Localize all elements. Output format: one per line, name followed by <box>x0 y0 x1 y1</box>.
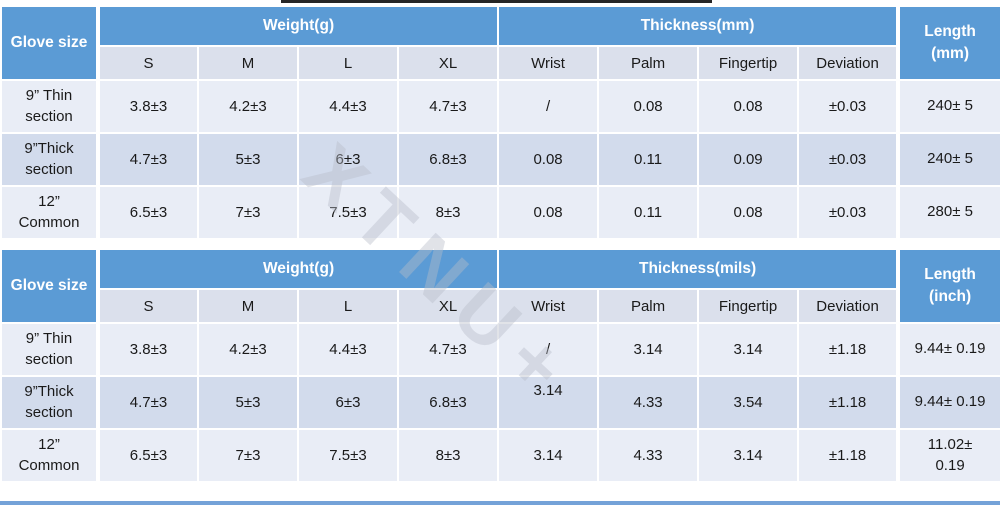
thickness-value: 0.09 <box>697 132 800 187</box>
column-header-deviation: Deviation <box>797 288 900 324</box>
thickness-value: 3.14 <box>497 375 600 430</box>
thickness-value: 0.11 <box>597 185 700 240</box>
length-value: 9.44± 0.19 <box>896 375 1000 430</box>
weight-value: 3.8±3 <box>97 79 199 134</box>
group-header-weight: Weight(g) <box>96 5 500 47</box>
thickness-value: 0.11 <box>597 132 700 187</box>
weight-value: 4.2±3 <box>197 79 299 134</box>
thickness-value: 0.08 <box>697 79 800 134</box>
table-row: 9” Thin section 3.8±3 4.2±3 4.4±3 4.7±3 … <box>0 322 1000 377</box>
thickness-value: / <box>497 322 600 377</box>
thickness-value: 4.33 <box>597 428 700 483</box>
weight-value: 7±3 <box>197 428 299 483</box>
weight-value: 6.8±3 <box>396 132 500 187</box>
column-header-fingertip: Fingertip <box>697 45 800 81</box>
row-label: 12” Common <box>0 428 100 483</box>
crop-artifact-line <box>281 0 712 3</box>
weight-value: 6±3 <box>297 375 399 430</box>
thickness-value: 3.54 <box>697 375 800 430</box>
thickness-value: ±1.18 <box>797 428 900 483</box>
weight-value: 4.4±3 <box>297 322 399 377</box>
weight-value: 6.5±3 <box>97 428 199 483</box>
row-label: 9” Thin section <box>0 322 100 377</box>
length-value: 240± 5 <box>896 79 1000 134</box>
weight-value: 4.4±3 <box>297 79 399 134</box>
length-value: 11.02± 0.19 <box>896 428 1000 483</box>
weight-value: 3.8±3 <box>97 322 199 377</box>
table-row: 9”Thick section 4.7±3 5±3 6±3 6.8±3 3.14… <box>0 375 1000 430</box>
weight-value: 7±3 <box>197 185 299 240</box>
column-header-size-m: M <box>197 45 299 81</box>
table-row: 9” Thin section 3.8±3 4.2±3 4.4±3 4.7±3 … <box>0 79 1000 134</box>
table-row: 9”Thick section 4.7±3 5±3 6±3 6.8±3 0.08… <box>0 132 1000 187</box>
table-row: 12” Common 6.5±3 7±3 7.5±3 8±3 0.08 0.11… <box>0 185 1000 240</box>
row-label: 9”Thick section <box>0 375 100 430</box>
weight-value: 6±3 <box>297 132 399 187</box>
column-header-size-xl: XL <box>396 45 500 81</box>
column-header-size-l: L <box>297 288 399 324</box>
thickness-value: ±1.18 <box>797 375 900 430</box>
thickness-value: / <box>497 79 600 134</box>
column-header-length: Length (inch) <box>896 248 1000 324</box>
thickness-value: ±1.18 <box>797 322 900 377</box>
row-label: 9”Thick section <box>0 132 100 187</box>
table-row: 12” Common 6.5±3 7±3 7.5±3 8±3 3.14 4.33… <box>0 428 1000 483</box>
thickness-value: 0.08 <box>597 79 700 134</box>
weight-value: 7.5±3 <box>297 185 399 240</box>
glove-spec-table-metric: Glove size Weight(g) Thickness(mm) Lengt… <box>0 5 1000 240</box>
column-header-size-xl: XL <box>396 288 500 324</box>
weight-value: 4.7±3 <box>97 132 199 187</box>
row-label: 12” Common <box>0 185 100 240</box>
thickness-value: 0.08 <box>497 185 600 240</box>
group-header-thickness: Thickness(mils) <box>497 248 900 290</box>
column-header-wrist: Wrist <box>497 45 600 81</box>
weight-value: 5±3 <box>197 132 299 187</box>
thickness-value: 0.08 <box>697 185 800 240</box>
column-header-length: Length (mm) <box>896 5 1000 81</box>
column-header-wrist: Wrist <box>497 288 600 324</box>
weight-value: 7.5±3 <box>297 428 399 483</box>
weight-value: 5±3 <box>197 375 299 430</box>
column-header-palm: Palm <box>597 45 700 81</box>
thickness-value: 0.08 <box>497 132 600 187</box>
thickness-value: ±0.03 <box>797 79 900 134</box>
thickness-value: ±0.03 <box>797 132 900 187</box>
bottom-border-bar <box>0 501 1000 505</box>
weight-value: 8±3 <box>396 185 500 240</box>
weight-value: 6.5±3 <box>97 185 199 240</box>
group-header-thickness: Thickness(mm) <box>497 5 900 47</box>
column-header-size-m: M <box>197 288 299 324</box>
weight-value: 8±3 <box>396 428 500 483</box>
thickness-value: 3.14 <box>697 428 800 483</box>
length-value: 9.44± 0.19 <box>896 322 1000 377</box>
length-value: 280± 5 <box>896 185 1000 240</box>
length-value: 240± 5 <box>896 132 1000 187</box>
column-header-size-l: L <box>297 45 399 81</box>
weight-value: 4.7±3 <box>396 322 500 377</box>
group-header-weight: Weight(g) <box>96 248 500 290</box>
weight-value: 4.7±3 <box>97 375 199 430</box>
column-header-size-s: S <box>97 45 199 81</box>
glove-spec-table-imperial: Glove size Weight(g) Thickness(mils) Len… <box>0 248 1000 483</box>
weight-value: 4.2±3 <box>197 322 299 377</box>
column-header-size-s: S <box>97 288 199 324</box>
weight-value: 6.8±3 <box>396 375 500 430</box>
weight-value: 4.7±3 <box>396 79 500 134</box>
column-header-deviation: Deviation <box>797 45 900 81</box>
thickness-value: 4.33 <box>597 375 700 430</box>
thickness-value: 3.14 <box>597 322 700 377</box>
thickness-value: 3.14 <box>697 322 800 377</box>
thickness-value: ±0.03 <box>797 185 900 240</box>
column-header-fingertip: Fingertip <box>697 288 800 324</box>
corner-header-glove-size: Glove size <box>0 5 100 81</box>
column-header-palm: Palm <box>597 288 700 324</box>
thickness-value: 3.14 <box>497 428 600 483</box>
row-label: 9” Thin section <box>0 79 100 134</box>
corner-header-glove-size: Glove size <box>0 248 100 324</box>
